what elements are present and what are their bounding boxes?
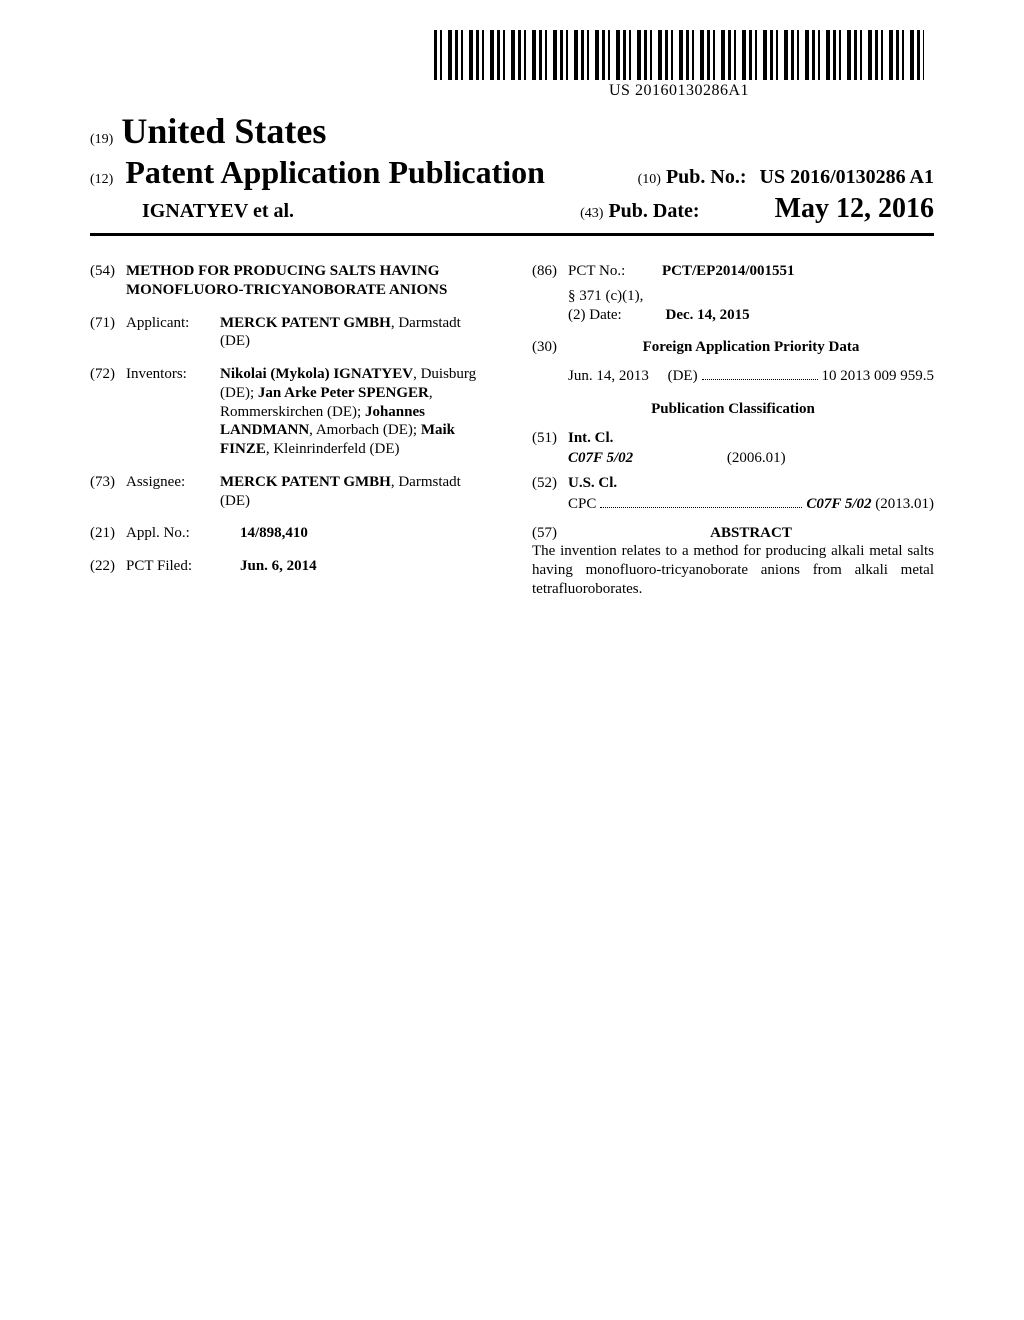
priority-appno: 10 2013 009 959.5	[822, 367, 935, 386]
body-columns: (54) METHOD FOR PRODUCING SALTS HAVING M…	[90, 262, 934, 599]
field-71-val: MERCK PATENT GMBH, Darmstadt (DE)	[220, 314, 492, 352]
pub-no: US 2016/0130286 A1	[760, 166, 934, 188]
pub-no-label: Pub. No.:	[666, 166, 747, 188]
field-52-lab: U.S. Cl.	[568, 474, 934, 493]
field-57: (57) ABSTRACT	[532, 524, 934, 543]
field-30-head: Foreign Application Priority Data	[568, 338, 934, 357]
field-73-num: (73)	[90, 473, 126, 511]
field-71-num: (71)	[90, 314, 126, 352]
barcode-graphic	[434, 30, 924, 80]
field-52: (52) U.S. Cl.	[532, 474, 934, 493]
field-72-val: Nikolai (Mykola) IGNATYEV, Duisburg (DE)…	[220, 365, 492, 459]
inventor-line: IGNATYEV et al.	[90, 200, 294, 223]
assignee-name: MERCK PATENT GMBH	[220, 474, 391, 490]
field-51-line: C07F 5/02 (2006.01)	[532, 449, 934, 468]
field-22-lab: PCT Filed:	[126, 557, 220, 576]
header: (19) United States (12) Patent Applicati…	[90, 110, 934, 236]
field-30-num: (30)	[532, 338, 568, 357]
field-57-num: (57)	[532, 524, 568, 543]
cpc-code: C07F 5/02	[806, 496, 871, 512]
pub-no-group: (10) Pub. No.: US 2016/0130286 A1	[638, 166, 934, 189]
pub-type-group: (12) Patent Application Publication	[90, 154, 545, 191]
field-54-val: METHOD FOR PRODUCING SALTS HAVING MONOFL…	[126, 262, 492, 300]
field-51-lab: Int. Cl.	[568, 429, 934, 448]
left-column: (54) METHOD FOR PRODUCING SALTS HAVING M…	[90, 262, 492, 599]
field-71-lab: Applicant:	[126, 314, 220, 352]
field-51: (51) Int. Cl.	[532, 429, 934, 448]
country: United States	[121, 110, 326, 152]
inventor-2: Jan Arke Peter SPENGER	[258, 385, 429, 401]
field-54: (54) METHOD FOR PRODUCING SALTS HAVING M…	[90, 262, 492, 300]
header-row-country: (19) United States	[90, 110, 934, 152]
field-73-val: MERCK PATENT GMBH, Darmstadt (DE)	[220, 473, 492, 511]
inventor-3-loc: , Amorbach (DE);	[309, 422, 421, 438]
barcode-area: US 20160130286A1	[434, 30, 924, 100]
patent-page: US 20160130286A1 (19) United States (12)…	[0, 0, 1024, 1320]
intcl-code: C07F 5/02	[568, 450, 633, 466]
inventor-4-loc: , Kleinrinderfeld (DE)	[266, 441, 400, 457]
abstract-head: ABSTRACT	[568, 524, 934, 543]
field-21-num: (21)	[90, 524, 126, 543]
barcode-text: US 20160130286A1	[434, 82, 924, 100]
field-86-sub2: (2) Date: Dec. 14, 2015	[568, 306, 934, 325]
field-21: (21) Appl. No.: 14/898,410	[90, 524, 492, 543]
cpc-lab: CPC	[568, 495, 596, 514]
divider-thick	[90, 233, 934, 236]
field-72: (72) Inventors: Nikolai (Mykola) IGNATYE…	[90, 365, 492, 459]
field-22: (22) PCT Filed: Jun. 6, 2014	[90, 557, 492, 576]
field-86-sub: § 371 (c)(1), (2) Date: Dec. 14, 2015	[532, 287, 934, 325]
field-22-num: (22)	[90, 557, 126, 576]
dots-icon	[702, 367, 818, 380]
code-43: (43)	[580, 206, 603, 221]
pub-date-group: (43) Pub. Date: May 12, 2016	[580, 193, 934, 225]
field-54-num: (54)	[90, 262, 126, 300]
field-86: (86) PCT No.: PCT/EP2014/001551	[532, 262, 934, 281]
field-30: (30) Foreign Application Priority Data	[532, 338, 934, 357]
field-51-num: (51)	[532, 429, 568, 448]
field-71: (71) Applicant: MERCK PATENT GMBH, Darms…	[90, 314, 492, 352]
field-72-lab: Inventors:	[126, 365, 220, 459]
cpc-right: C07F 5/02 (2013.01)	[806, 495, 934, 514]
header-row-date: IGNATYEV et al. (43) Pub. Date: May 12, …	[90, 193, 934, 225]
field-73: (73) Assignee: MERCK PATENT GMBH, Darmst…	[90, 473, 492, 511]
pub-date: May 12, 2016	[775, 193, 934, 224]
right-column: (86) PCT No.: PCT/EP2014/001551 § 371 (c…	[532, 262, 934, 599]
field-21-lab: Appl. No.:	[126, 524, 220, 543]
priority-line: Jun. 14, 2013 (DE) 10 2013 009 959.5	[532, 367, 934, 386]
abstract-text: The invention relates to a method for pr…	[532, 542, 934, 598]
field-21-val: 14/898,410	[220, 524, 492, 543]
field-86-val: PCT/EP2014/001551	[662, 262, 934, 281]
priority-date: Jun. 14, 2013 (DE)	[568, 367, 698, 386]
cpc-year: (2013.01)	[875, 496, 934, 512]
pub-type: Patent Application Publication	[125, 154, 545, 190]
code-10: (10)	[638, 172, 661, 187]
field-86-sub2-val: Dec. 14, 2015	[665, 307, 749, 323]
pubclass-head: Publication Classification	[532, 400, 934, 419]
applicant-name: MERCK PATENT GMBH	[220, 315, 391, 331]
code-12: (12)	[90, 172, 113, 187]
field-73-lab: Assignee:	[126, 473, 220, 511]
field-52-num: (52)	[532, 474, 568, 493]
code-19: (19)	[90, 132, 113, 148]
intcl-year: (2006.01)	[727, 450, 786, 466]
priority-date-val: Jun. 14, 2013	[568, 368, 649, 384]
field-86-sub1: § 371 (c)(1),	[568, 287, 934, 306]
field-22-val: Jun. 6, 2014	[220, 557, 492, 576]
field-72-num: (72)	[90, 365, 126, 459]
field-86-num: (86)	[532, 262, 568, 281]
header-row-pub: (12) Patent Application Publication (10)…	[90, 154, 934, 191]
field-86-sub2-lab: (2) Date:	[568, 307, 622, 323]
priority-country: (DE)	[668, 368, 698, 384]
inventor-1: Nikolai (Mykola) IGNATYEV	[220, 366, 413, 382]
field-52-line: CPC C07F 5/02 (2013.01)	[532, 495, 934, 514]
pub-date-label: Pub. Date:	[608, 200, 699, 222]
dots-icon	[600, 495, 802, 508]
field-86-lab: PCT No.:	[568, 262, 662, 281]
